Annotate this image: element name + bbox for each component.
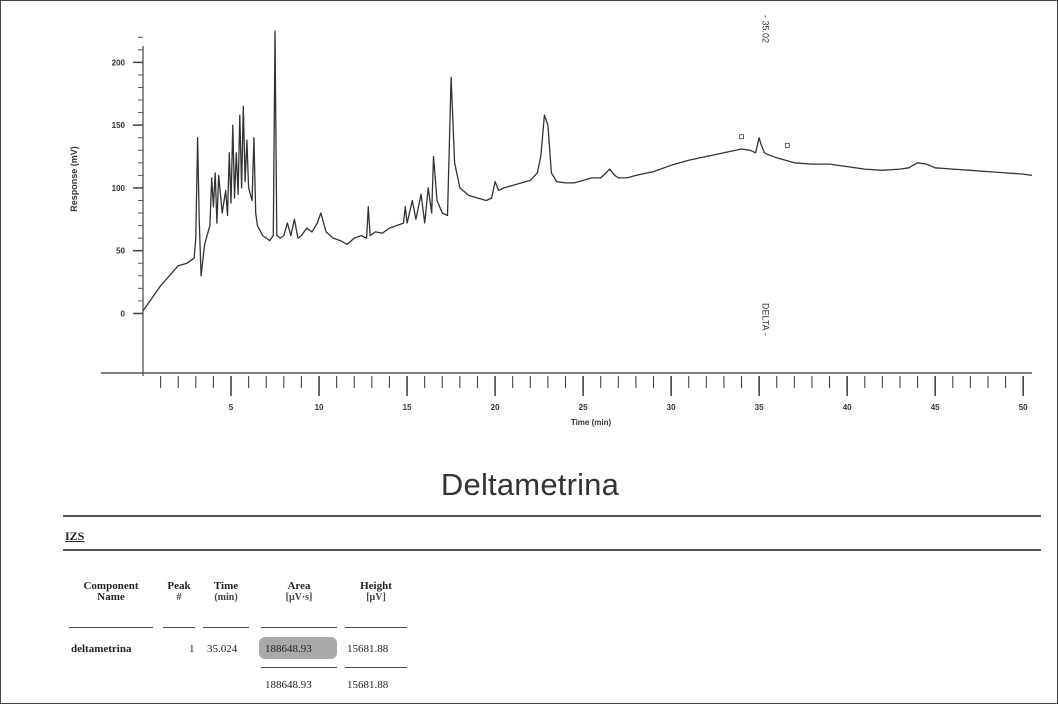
x-tick-label: 45 [931,403,940,412]
lab-label: IZS [65,529,85,543]
header-height: Height [μV] [343,580,409,604]
totals-area: 188648.93 [265,679,312,691]
row-height: 15681.88 [347,643,389,655]
integration-marker-start [739,134,744,140]
x-tick-label: 5 [229,403,234,412]
integration-marker-end [784,143,790,148]
x-tick-label: 25 [579,403,588,412]
header-area-line2: [μV·s] [285,592,313,603]
area-highlight [259,637,337,659]
chart-title: Deltametrina [440,467,620,502]
header-height-line1: Height [360,580,392,592]
chart-axes [101,36,1032,396]
underline-area [261,627,337,628]
chromatogram-trace [142,30,1033,312]
y-axis-label: Response (mV) [69,146,79,212]
y-tick-label: 50 [116,247,125,256]
header-component-line2: Name [97,591,125,603]
x-tick-label: 15 [403,403,412,412]
row-area: 188648.93 [265,643,312,655]
header-time-line1: Time [213,580,239,592]
x-tick-label: 35 [755,403,764,412]
x-tick-label: 10 [315,403,324,412]
underline-height [345,627,407,628]
totals-underline-area [261,667,337,668]
peak-name-label: DELTA - [760,303,770,336]
header-time-line2: (min) [214,592,238,603]
header-peak-line1: Peak [167,580,191,592]
underline-peak [163,627,195,628]
header-peak-line2: # [176,592,182,603]
x-tick-label: 50 [1019,403,1028,412]
x-tick-label: 30 [667,403,676,412]
header-component-line1: Component [83,580,139,592]
x-axis-label: Time (min) [571,418,612,427]
header-area-line1: Area [287,580,311,592]
chromatogram-chart: 0 50 100 150 200 5 10 15 20 25 30 35 40 45 50 Response … [69,15,1033,427]
x-tick-label: 40 [843,403,852,412]
header-area: Area [μV·s] [259,580,339,604]
totals-height: 15681.88 [347,679,389,691]
y-tick-label: 0 [121,309,126,318]
y-tick-label: 200 [112,58,126,67]
underline-time [203,627,249,628]
y-tick-label: 100 [112,184,126,193]
y-tick-label: 150 [112,121,126,130]
header-height-line2: [μV] [366,592,386,603]
header-time: Time (min) [201,580,251,604]
underline-component [69,627,153,628]
x-tick-label: 20 [491,403,500,412]
header-rule-top [63,515,1041,517]
chart-trace [142,30,1033,312]
row-peak-number: 1 [189,643,195,655]
peak-time-label: - 35.02 [760,15,770,43]
chart-labels: 0 50 100 150 200 5 10 15 20 25 30 35 40 45 50 Response … [69,15,1028,427]
totals-underline-height [345,667,407,668]
row-time: 35.024 [207,643,238,655]
header-peak: Peak # [161,580,197,604]
header-rule-bottom [63,549,1041,551]
header-component: Component Name [65,581,157,603]
row-component-name: deltametrina [71,643,132,655]
